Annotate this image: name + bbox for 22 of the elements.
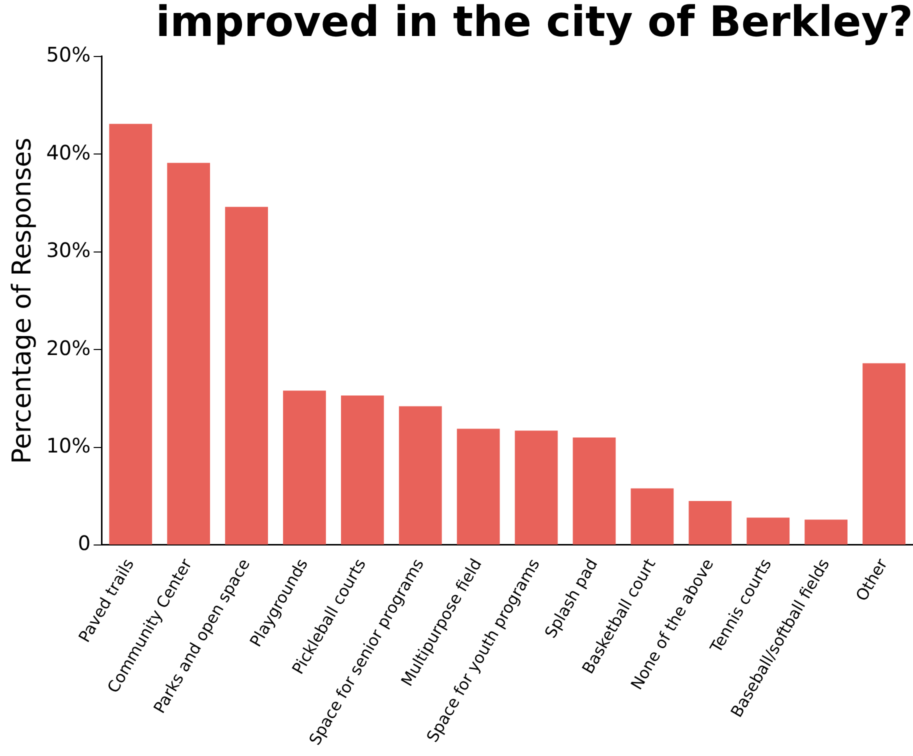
y-axis-title: Percentage of Responses — [7, 138, 38, 464]
bar — [514, 430, 558, 544]
bar — [688, 501, 732, 544]
y-tick-label: 30% — [46, 238, 91, 262]
bar — [630, 488, 674, 544]
y-tick-label: 10% — [46, 433, 91, 458]
bar — [456, 428, 500, 544]
bar — [398, 406, 442, 544]
bar — [572, 438, 616, 544]
bar — [109, 124, 152, 544]
bar — [862, 363, 906, 544]
bar — [167, 162, 210, 544]
bar — [283, 390, 326, 544]
y-tick-label: 40% — [46, 140, 91, 164]
bar — [225, 206, 268, 544]
bar — [341, 395, 384, 544]
chart-title: improved in the city of Berkley? — [156, 0, 913, 46]
bar — [804, 520, 848, 544]
bar — [746, 518, 790, 544]
y-tick-label: 50% — [46, 42, 91, 67]
y-tick-label: 20% — [46, 336, 91, 360]
y-tick-label: 0 — [78, 531, 91, 556]
